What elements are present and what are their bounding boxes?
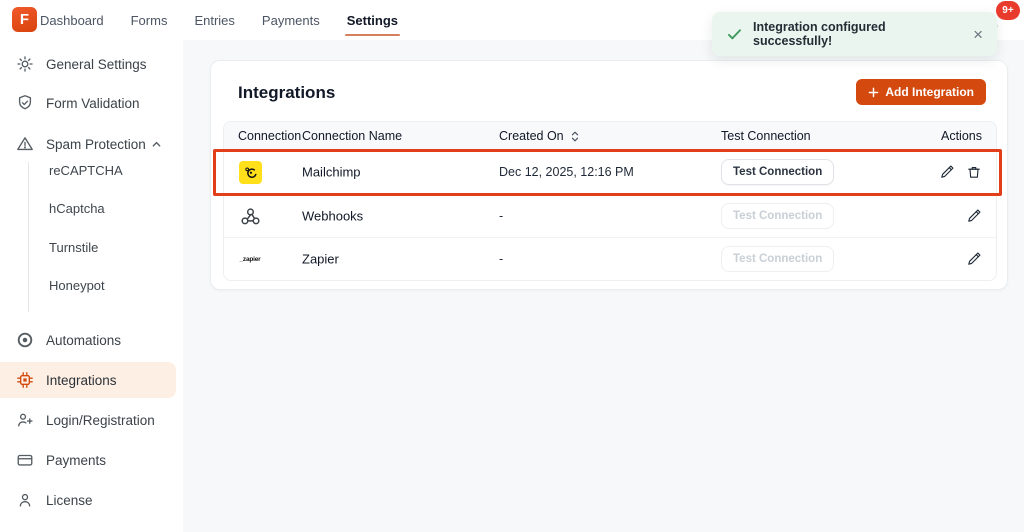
notification-count-badge[interactable]: 9+ <box>996 1 1020 20</box>
sidebar-item-integrations[interactable]: Integrations <box>0 362 176 398</box>
chip-icon <box>16 371 34 389</box>
sidebar-item-login-registration[interactable]: Login/Registration <box>0 408 176 432</box>
sidebar-item-label: General Settings <box>46 56 147 72</box>
nav-item-forms[interactable]: Forms <box>130 12 168 28</box>
table-row-zapier: _zapier Zapier - Test Connection <box>224 238 996 280</box>
sidebar-item-honeypot[interactable]: Honeypot <box>49 278 105 293</box>
sidebar-item-recaptcha[interactable]: reCAPTCHA <box>49 163 123 178</box>
nav-item-payments[interactable]: Payments <box>261 12 320 28</box>
created-on-value: Dec 12, 2025, 12:16 PM <box>499 165 634 179</box>
sidebar-item-label: Spam Protection <box>46 136 146 152</box>
add-integration-button[interactable]: Add Integration <box>856 79 986 105</box>
edit-icon[interactable] <box>939 164 955 180</box>
sidebar-item-label: Integrations <box>46 372 117 388</box>
settings-sidebar: General Settings Form Validation Spam Pr… <box>0 40 183 532</box>
table-header-row: Connection Connection Name Created On Te… <box>224 122 996 150</box>
sidebar-item-label: Form Validation <box>46 95 140 111</box>
page-title: Integrations <box>238 83 336 102</box>
chevron-up-icon <box>151 139 162 150</box>
nav-item-settings[interactable]: Settings <box>344 0 401 40</box>
gear-icon <box>16 55 34 73</box>
integrations-card: Integrations Add Integration Connection … <box>210 60 1008 290</box>
connection-name: Webhooks <box>302 208 364 224</box>
toast-close-icon[interactable]: × <box>973 24 983 44</box>
zapier-icon: _zapier <box>238 247 262 271</box>
sidebar-item-label: License <box>46 492 93 508</box>
sidebar-item-label: Payments <box>46 452 107 468</box>
table-row-mailchimp: Mailchimp Dec 12, 2025, 12:16 PM Test Co… <box>224 150 996 195</box>
success-toast: Integration configured successfully! × <box>712 12 997 56</box>
sidebar-item-hcaptcha[interactable]: hCaptcha <box>49 201 105 216</box>
connection-name: Mailchimp <box>302 164 361 180</box>
table-row-webhooks: Webhooks - Test Connection <box>224 195 996 238</box>
integrations-table: Connection Connection Name Created On Te… <box>223 121 997 281</box>
webhooks-icon <box>238 204 262 228</box>
created-on-value: - <box>499 209 504 223</box>
col-header-connection: Connection <box>238 129 302 143</box>
sidebar-item-automations[interactable]: Automations <box>0 328 176 352</box>
col-header-created-on-label: Created On <box>499 129 564 143</box>
zapier-logo-text: _zapier <box>239 255 261 263</box>
test-connection-button[interactable]: Test Connection <box>721 159 835 185</box>
credit-card-icon <box>16 451 34 469</box>
toast-message: Integration configured successfully! <box>753 20 886 48</box>
sidebar-item-turnstile[interactable]: Turnstile <box>49 240 99 255</box>
test-connection-button-disabled: Test Connection <box>721 246 835 272</box>
record-icon <box>16 331 34 349</box>
connection-name: Zapier <box>302 251 339 267</box>
plus-icon <box>868 87 879 98</box>
check-icon <box>726 26 743 43</box>
main-content: Integrations Add Integration Connection … <box>183 40 1024 532</box>
sidebar-item-form-validation[interactable]: Form Validation <box>0 91 176 115</box>
test-connection-button-disabled: Test Connection <box>721 203 835 229</box>
sort-icon[interactable] <box>569 130 581 143</box>
sidebar-item-general-settings[interactable]: General Settings <box>0 52 176 76</box>
sidebar-item-spam-protection[interactable]: Spam Protection <box>0 132 176 156</box>
shield-check-icon <box>16 94 34 112</box>
created-on-value: - <box>499 252 504 266</box>
user-plus-icon <box>16 411 34 429</box>
nav-item-dashboard[interactable]: Dashboard <box>40 12 104 28</box>
user-icon <box>16 491 34 509</box>
sidebar-item-label: Automations <box>46 332 122 348</box>
submenu-indent-line <box>28 162 29 312</box>
col-header-created-on[interactable]: Created On <box>499 122 581 150</box>
mailchimp-icon <box>238 160 262 184</box>
warning-triangle-icon <box>16 135 34 153</box>
delete-icon[interactable] <box>966 164 982 180</box>
top-nav-items: Dashboard Forms Entries Payments Setting… <box>40 0 401 40</box>
edit-icon[interactable] <box>966 251 982 267</box>
sidebar-item-label: Login/Registration <box>46 412 155 428</box>
col-header-test-connection: Test Connection <box>721 129 811 143</box>
col-header-connection-name: Connection Name <box>302 129 403 143</box>
sidebar-item-payments[interactable]: Payments <box>0 448 176 472</box>
sidebar-item-license[interactable]: License <box>0 488 176 512</box>
col-header-actions: Actions <box>941 129 982 143</box>
edit-icon[interactable] <box>966 208 982 224</box>
add-integration-label: Add Integration <box>885 85 974 99</box>
app-logo[interactable]: F <box>12 7 37 32</box>
nav-item-entries[interactable]: Entries <box>194 12 235 28</box>
